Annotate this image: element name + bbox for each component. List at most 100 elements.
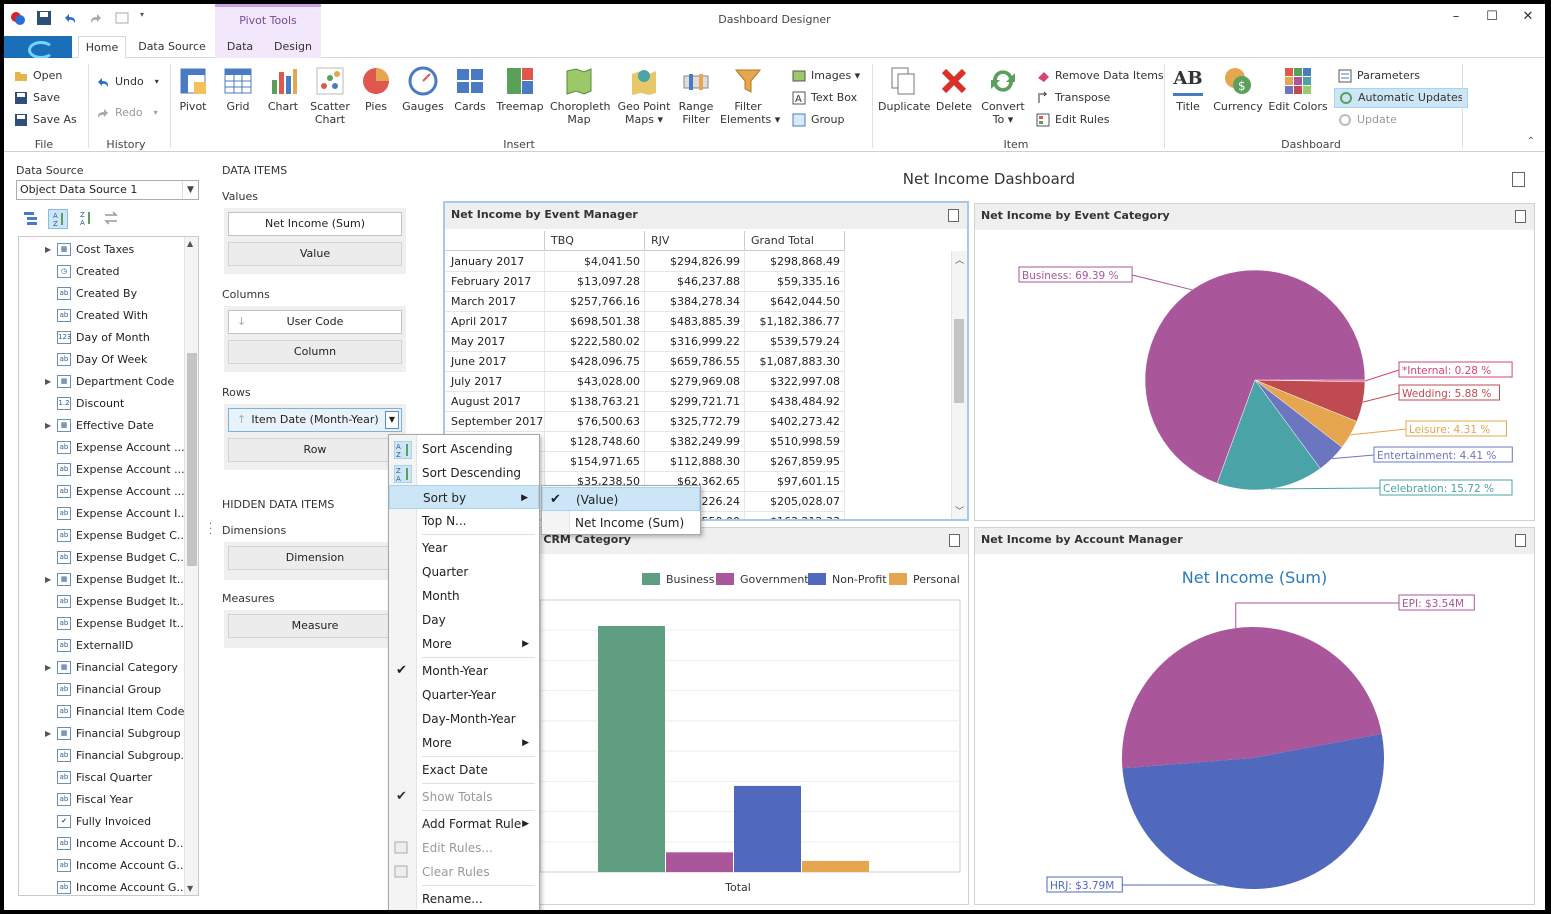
field-list-item[interactable]: ab Fiscal Quarter: [19, 767, 184, 789]
open-button[interactable]: Open: [14, 66, 62, 86]
pivot-cell[interactable]: $4,041.50: [545, 252, 645, 272]
pivot-row-header[interactable]: July 2017: [445, 372, 545, 392]
field-list-item[interactable]: ✔ Fully Invoiced: [19, 811, 184, 833]
group-month-menu-item[interactable]: Month: [389, 584, 539, 608]
pivot-cell[interactable]: $97,601.15: [745, 472, 845, 492]
group-by-type-icon[interactable]: [22, 209, 40, 227]
value-placeholder[interactable]: Value: [228, 242, 402, 266]
field-list-item[interactable]: ab Expense Budget C...: [19, 547, 184, 569]
transpose-button[interactable]: Transpose: [1036, 88, 1110, 108]
show-totals-menu-item[interactable]: ✔ Show Totals: [389, 785, 539, 809]
group-more-2-menu-item[interactable]: More ▶: [389, 731, 539, 755]
group-more-menu-item[interactable]: More ▶: [389, 632, 539, 656]
crm-category-bar-chart[interactable]: Business Government Non-Profit Personal Tota…: [444, 554, 970, 906]
pivot-cell[interactable]: $205,028.07: [745, 492, 845, 512]
images-button[interactable]: Images ▾: [792, 66, 860, 86]
tab-design[interactable]: Design: [265, 36, 321, 58]
field-list-item[interactable]: ▶ ▦ Department Code: [19, 371, 184, 393]
redo-icon[interactable]: [88, 10, 104, 26]
save-as-button[interactable]: Save As: [14, 110, 77, 130]
currency-button[interactable]: $ Currency: [1212, 66, 1264, 113]
pivot-cell[interactable]: $294,826.99: [645, 252, 745, 272]
pivot-cell[interactable]: $222,580.02: [545, 332, 645, 352]
pivot-cell[interactable]: $539,579.24: [745, 332, 845, 352]
pivot-column-header[interactable]: RJV: [645, 231, 745, 251]
splitter-grip-icon[interactable]: · · ·: [209, 519, 213, 540]
field-list-item[interactable]: ab Expense Budget C...: [19, 525, 184, 547]
measure-placeholder[interactable]: Measure: [228, 614, 402, 638]
sort-by-value-item[interactable]: ✔ (Value): [542, 487, 700, 511]
pivot-column-header[interactable]: TBQ: [545, 231, 645, 251]
edit-colors-button[interactable]: Edit Colors: [1268, 66, 1328, 113]
pivot-cell[interactable]: $59,335.16: [745, 272, 845, 292]
group-month-year-menu-item[interactable]: ✔ Month-Year: [389, 659, 539, 683]
chevron-down-icon[interactable]: ▼: [385, 411, 399, 429]
redo-button[interactable]: Redo ▾: [96, 103, 158, 123]
pivot-cell[interactable]: $46,237.88: [645, 272, 745, 292]
collapse-ribbon-icon[interactable]: ⌃: [1526, 136, 1535, 147]
field-list-item[interactable]: ab Expense Account ...: [19, 459, 184, 481]
duplicate-button[interactable]: Duplicate: [878, 66, 930, 113]
pivot-row-header[interactable]: August 2017: [445, 392, 545, 412]
sort-ascending-menu-item[interactable]: A Z Sort Ascending: [389, 437, 539, 461]
save-icon[interactable]: [36, 10, 52, 26]
pivot-cell[interactable]: $257,766.16: [545, 292, 645, 312]
group-day-month-year-menu-item[interactable]: Day-Month-Year: [389, 707, 539, 731]
range-filter-button[interactable]: Range Filter: [674, 66, 718, 126]
pivot-cell[interactable]: $483,885.39: [645, 312, 745, 332]
edit-rules-menu-item[interactable]: Edit Rules...: [389, 836, 539, 860]
export-icon[interactable]: [948, 209, 959, 222]
pivot-cell[interactable]: $382,249.99: [645, 432, 745, 452]
field-list-item[interactable]: ab Fiscal Year: [19, 789, 184, 811]
refresh-fields-icon[interactable]: [102, 209, 120, 227]
convert-to-button[interactable]: Convert To ▾: [978, 66, 1028, 126]
expand-arrow-icon[interactable]: ▶: [45, 663, 52, 672]
field-list-item[interactable]: ab Expense Account I...: [19, 503, 184, 525]
export-icon[interactable]: [1515, 210, 1526, 223]
delete-button[interactable]: Delete: [934, 66, 974, 113]
group-exact-date-menu-item[interactable]: Exact Date: [389, 758, 539, 782]
field-list-item[interactable]: ab Income Account G...: [19, 877, 184, 895]
pivot-cell[interactable]: $76,500.63: [545, 412, 645, 432]
pivot-cell[interactable]: $316,999.22: [645, 332, 745, 352]
maximize-icon[interactable]: ☐: [1486, 9, 1498, 24]
field-list-item[interactable]: ▶ ▦ Expense Budget It...: [19, 569, 184, 591]
pivot-cell[interactable]: $112,888.30: [645, 452, 745, 472]
event-category-pie[interactable]: *Internal: 0.28 % Wedding: 5.88 % Leisure:…: [975, 230, 1536, 522]
pivot-row-header[interactable]: February 2017: [445, 272, 545, 292]
update-button[interactable]: Update: [1338, 110, 1397, 130]
add-format-rule-menu-item[interactable]: Add Format Rule ▶: [389, 812, 539, 836]
expand-arrow-icon[interactable]: ▶: [45, 377, 52, 386]
rename-menu-item[interactable]: Rename...: [389, 887, 539, 910]
user-code-item[interactable]: ↓ User Code: [228, 310, 402, 334]
field-list-item[interactable]: ab Financial Item Code: [19, 701, 184, 723]
event-category-pie-item[interactable]: Net Income by Event Category *Internal: …: [974, 203, 1535, 521]
chevron-down-icon[interactable]: ▼: [182, 181, 198, 199]
pivot-cell[interactable]: $1,087,883.30: [745, 352, 845, 372]
pivot-column-header[interactable]: Grand Total: [745, 231, 845, 251]
field-list-item[interactable]: ab Financial Group: [19, 679, 184, 701]
pivot-row-header[interactable]: January 2017: [445, 252, 545, 272]
pivot-item[interactable]: Net Income by Event Manager TBQ RJV Gran…: [443, 201, 969, 521]
group-day-menu-item[interactable]: Day: [389, 608, 539, 632]
pivot-cell[interactable]: $13,097.28: [545, 272, 645, 292]
pivot-cell[interactable]: $642,044.50: [745, 292, 845, 312]
pivot-cell[interactable]: $322,997.08: [745, 372, 845, 392]
pivot-cell[interactable]: $384,278.34: [645, 292, 745, 312]
sort-by-net-income-item[interactable]: Net Income (Sum): [542, 511, 700, 535]
field-list-item[interactable]: ab Expense Account ...: [19, 481, 184, 503]
scroll-down-icon[interactable]: ▼: [187, 884, 194, 893]
qat-customize-icon[interactable]: ▾: [140, 10, 145, 19]
field-list-item[interactable]: ab Financial Subgroup...: [19, 745, 184, 767]
minimize-icon[interactable]: –: [1452, 9, 1460, 24]
redo-dropdown-icon[interactable]: ▾: [153, 108, 158, 117]
pivot-cell[interactable]: $1,182,386.77: [745, 312, 845, 332]
pies-button[interactable]: Pies: [358, 66, 394, 113]
pivot-cell[interactable]: $279,969.08: [645, 372, 745, 392]
export-icon[interactable]: [1512, 172, 1525, 187]
field-list-item[interactable]: ab Income Account G...: [19, 855, 184, 877]
pivot-button[interactable]: Pivot: [174, 66, 212, 113]
scroll-down-icon[interactable]: ﹀: [955, 507, 965, 517]
pivot-row-header[interactable]: May 2017: [445, 332, 545, 352]
undo-button[interactable]: Undo ▾: [96, 72, 159, 92]
